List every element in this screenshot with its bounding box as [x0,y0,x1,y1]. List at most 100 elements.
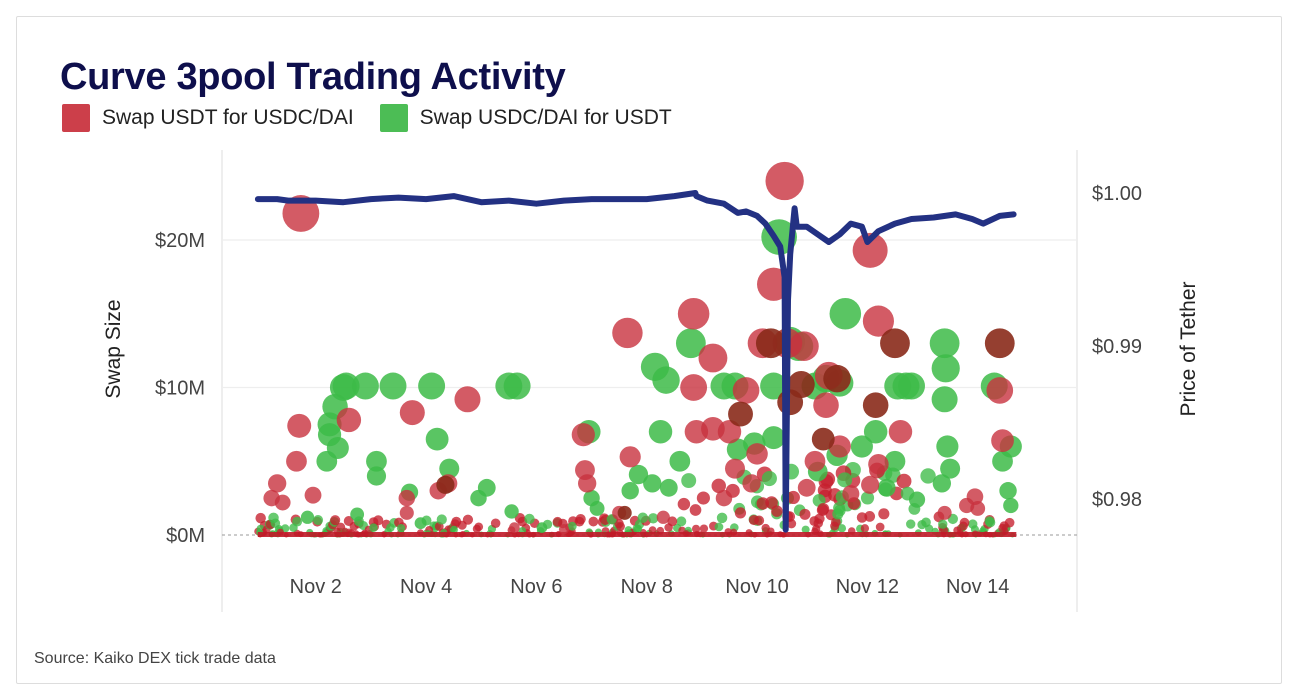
small-swap-point [786,518,797,529]
small-swap-point [449,525,458,534]
small-swap-point [748,515,759,526]
swap-usdt-for-usdc-dai-point [698,343,728,373]
swap-usdt-for-usdc-dai-point [680,374,708,401]
swap-usdc-dai-for-usdt-point [659,478,678,497]
x-tick-label: Nov 4 [400,576,452,598]
large-swap-point [777,389,804,416]
swap-usdc-dai-for-usdt-point [652,366,680,394]
small-swap-point [875,522,885,532]
legend-item-usdt-for-usdc-dai[interactable]: Swap USDT for USDC/DAI [62,104,354,132]
small-swap-point [917,520,927,530]
small-swap-point [676,516,687,527]
swap-usdc-dai-for-usdt-point [863,420,888,444]
small-swap-point [711,478,726,494]
small-swap-point [524,513,535,525]
small-swap-point [958,521,968,531]
large-swap-point [823,364,851,393]
small-swap-point [292,516,303,527]
swap-usdc-dai-for-usdt-point [940,458,961,479]
swap-usdt-for-usdc-dai-point [970,501,986,516]
small-swap-point [255,512,266,524]
y-left-tick-label: $10M [155,378,205,400]
swap-usdt-for-usdc-dai-point [398,489,416,507]
large-swap-point [436,475,455,494]
small-swap-point [799,508,811,520]
large-swap-point [862,392,889,418]
small-swap-point [856,512,868,523]
swap-usdt-for-usdc-dai-point [986,377,1014,404]
swap-usdc-dai-for-usdt-point [366,450,387,472]
swap-usdt-for-usdc-dai-point [454,386,481,413]
swap-usdt-for-usdc-dai-point [286,450,307,472]
x-tick-label: Nov 6 [510,576,562,598]
x-tick-label: Nov 14 [946,576,1009,598]
small-swap-point [667,516,678,527]
legend-swatch-green [379,104,408,132]
swap-usdc-dai-for-usdt-point [931,354,960,383]
small-swap-point [637,512,649,524]
small-swap-point [734,507,747,519]
swap-usdt-for-usdc-dai-point [267,474,287,493]
legend-item-usdc-dai-for-usdt[interactable]: Swap USDC/DAI for USDT [379,104,672,132]
swap-usdt-for-usdc-dai-point [804,450,826,472]
x-tick-label: Nov 8 [621,576,673,598]
legend-label: Swap USDC/DAI for USDT [419,106,672,129]
small-swap-point [616,522,625,531]
small-swap-point [716,512,728,524]
swap-usdt-for-usdc-dai-point [577,474,597,493]
small-swap-point [633,524,643,533]
swap-usdc-dai-for-usdt-point [829,297,862,330]
small-swap-point [938,519,948,529]
legend-label: Swap USDT for USDC/DAI [102,106,354,129]
small-swap-point [833,502,846,514]
swap-usdt-for-usdc-dai-point [399,400,425,426]
small-swap-point [681,473,697,489]
swap-usdt-for-usdc-dai-point [862,305,894,337]
small-swap-point [830,517,841,527]
swap-usdt-for-usdc-dai-point [966,488,984,505]
swap-usdc-dai-for-usdt-point [589,501,605,516]
swap-usdt-for-usdc-dai-point [656,510,670,524]
swap-usdc-dai-for-usdt-point [504,504,519,519]
swap-usdc-dai-for-usdt-point [366,466,387,486]
swap-usdt-for-usdc-dai-point [813,392,839,418]
swap-usdt-for-usdc-dai-point [715,489,733,507]
small-swap-point [696,491,710,505]
swap-usdc-dai-for-usdt-point [760,372,788,400]
y-right-tick-label: $0.99 [1092,336,1142,358]
large-swap-point [984,328,1015,359]
small-swap-point [809,516,820,527]
swap-usdc-dai-for-usdt-point [877,478,896,497]
large-swap-point [880,328,910,359]
swap-usdt-for-usdc-dai-point [868,453,889,475]
swap-usdc-dai-for-usdt-point [898,372,926,400]
swap-usdc-dai-for-usdt-point [936,435,959,458]
small-swap-point [567,521,577,531]
swap-usdt-for-usdc-dai-point [742,474,761,493]
small-swap-point [925,524,934,533]
swap-usdt-for-usdc-dai-point [765,161,804,201]
swap-usdt-for-usdc-dai-point [991,429,1014,452]
swap-usdt-for-usdc-dai-point [746,443,768,465]
y-left-tick-label: $20M [155,230,205,252]
small-swap-point [920,468,936,484]
small-swap-point [575,513,586,525]
source-note: Source: Kaiko DEX tick trade data [34,650,276,667]
small-swap-point [817,502,830,515]
swap-usdt-for-usdc-dai-point [336,407,362,433]
swap-usdc-dai-for-usdt-point [931,386,958,413]
swap-usdc-dai-for-usdt-point [425,427,449,451]
small-swap-point [472,524,481,533]
swap-usdc-dai-for-usdt-point [929,328,960,359]
swap-usdt-for-usdc-dai-point [797,478,816,497]
small-swap-point [771,505,783,517]
swap-usdt-for-usdc-dai-point [274,494,291,511]
small-swap-point [330,515,341,526]
swap-usdt-for-usdc-dai-point [789,331,819,362]
swap-usdc-dai-for-usdt-point [762,426,786,450]
swap-usdc-dai-for-usdt-point [439,458,460,479]
swap-usdt-for-usdc-dai-point [509,522,520,533]
swap-usdt-for-usdc-dai-point [399,505,414,520]
small-swap-point [691,524,701,533]
